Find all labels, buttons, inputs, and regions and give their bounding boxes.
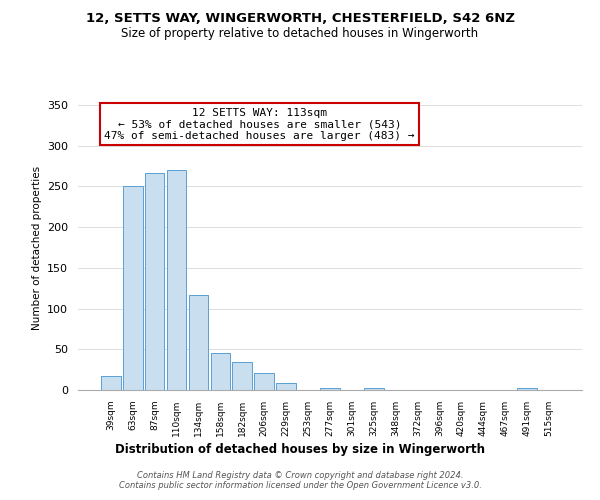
Bar [211, 354, 230, 390]
Text: Distribution of detached houses by size in Wingerworth: Distribution of detached houses by size … [115, 442, 485, 456]
Bar [123, 186, 143, 390]
Text: 12 SETTS WAY: 113sqm
← 53% of detached houses are smaller (543)
47% of semi-deta: 12 SETTS WAY: 113sqm ← 53% of detached h… [104, 108, 415, 141]
Bar [188, 294, 208, 390]
Text: 12, SETTS WAY, WINGERWORTH, CHESTERFIELD, S42 6NZ: 12, SETTS WAY, WINGERWORTH, CHESTERFIELD… [86, 12, 515, 26]
Y-axis label: Number of detached properties: Number of detached properties [32, 166, 41, 330]
Bar [167, 170, 187, 390]
Bar [517, 388, 537, 390]
Text: Size of property relative to detached houses in Wingerworth: Size of property relative to detached ho… [121, 28, 479, 40]
Bar [254, 373, 274, 390]
Bar [320, 388, 340, 390]
Bar [101, 376, 121, 390]
Bar [145, 174, 164, 390]
Text: Contains HM Land Registry data © Crown copyright and database right 2024.
Contai: Contains HM Land Registry data © Crown c… [119, 470, 481, 490]
Bar [276, 382, 296, 390]
Bar [364, 388, 384, 390]
Bar [232, 362, 252, 390]
